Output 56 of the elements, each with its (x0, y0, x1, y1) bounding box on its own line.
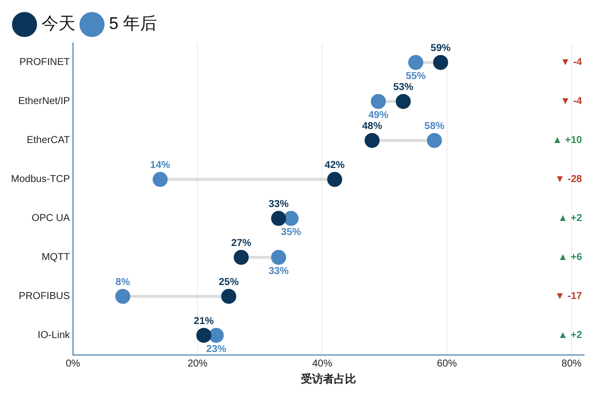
y-tick-label: EtherCAT (26, 135, 70, 146)
data-label: 49% (368, 110, 388, 122)
point (426, 132, 442, 148)
y-tick-label: IO-Link (38, 330, 71, 342)
annotation: ▼ -17 (554, 291, 582, 302)
annotation: ▲ +6 (558, 252, 582, 264)
data-label: 14% (150, 160, 170, 172)
point (208, 328, 224, 343)
annotation: ▼ -4 (560, 57, 582, 68)
x-tick-label: 40% (312, 358, 332, 370)
point (196, 328, 212, 343)
point (271, 250, 286, 265)
legend-label: 5 年后 (109, 14, 158, 34)
annotation: ▲ +10 (552, 135, 582, 146)
x-axis-title: 受访者占比 (300, 372, 356, 386)
point (115, 288, 130, 304)
annotation: ▲ +2 (558, 213, 582, 224)
data-label: 35% (281, 227, 302, 238)
point (271, 210, 286, 226)
annotation: ▼ -28 (554, 174, 582, 186)
point (221, 288, 236, 304)
data-label: 33% (268, 199, 289, 210)
x-tick-label: 60% (436, 358, 457, 370)
legend-label: 今天 (42, 14, 76, 34)
point (364, 132, 380, 148)
point (152, 172, 168, 187)
x-tick-label: 20% (188, 358, 208, 370)
y-tick-label: PROFINET (19, 57, 70, 68)
y-tick-label: MQTT (42, 252, 70, 264)
annotation: ▼ -4 (560, 96, 582, 108)
data-label: 55% (406, 71, 426, 82)
annotation: ▲ +2 (558, 330, 582, 342)
x-tick-label: 0% (66, 358, 80, 370)
point (433, 54, 448, 70)
point (408, 54, 424, 70)
point (396, 94, 411, 109)
point (284, 210, 299, 226)
data-label: 33% (268, 266, 289, 278)
data-label: 42% (324, 160, 345, 172)
data-label: 58% (424, 121, 445, 132)
y-tick-label: EtherNet/IP (18, 96, 70, 108)
data-label: 25% (218, 277, 239, 288)
data-label: 21% (194, 316, 214, 328)
y-tick-label: OPC UA (32, 213, 70, 224)
y-tick-label: PROFIBUS (18, 291, 70, 302)
data-label: 23% (206, 344, 226, 356)
data-label: 8% (116, 277, 130, 288)
point (234, 250, 249, 265)
data-label: 48% (362, 121, 382, 132)
data-label: 53% (393, 82, 414, 94)
data-label: 27% (231, 238, 252, 250)
x-tick-label: 80% (562, 358, 582, 370)
point (370, 94, 386, 109)
data-label: 59% (430, 43, 451, 54)
point (327, 172, 342, 187)
y-tick-label: Modbus-TCP (11, 174, 70, 186)
